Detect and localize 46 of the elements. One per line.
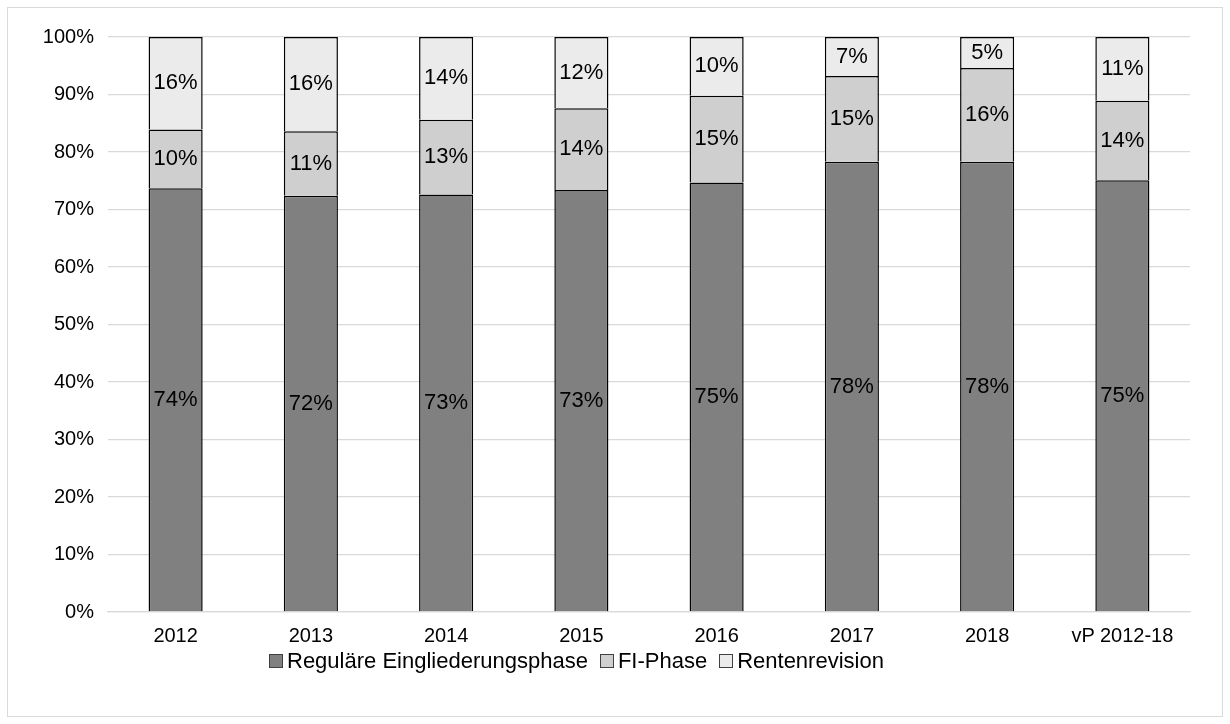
legend-label: Rentenrevision [737,648,884,674]
data-label: 10% [153,144,198,170]
y-tick-label: 30% [53,427,95,450]
data-label: 15% [829,105,874,130]
data-label: 14% [424,64,469,90]
x-tick-label: 2013 [288,623,334,646]
y-tick-label: 50% [53,312,95,335]
x-tick-label: 2014 [423,623,469,646]
data-label: 16% [288,70,333,96]
x-tick-label: 2016 [694,623,739,646]
data-label: 5% [971,38,1004,64]
data-label: 15% [694,125,739,151]
data-label: 72% [288,389,333,415]
data-label: 11% [289,149,333,175]
data-label: 7% [835,42,868,68]
data-label: 75% [1100,381,1145,407]
x-tick-label: vP 2012-18 [1071,623,1174,646]
y-tick-label: 80% [53,139,95,162]
data-label: 16% [153,69,198,95]
data-label: 75% [694,382,739,408]
y-tick-label: 100% [42,24,95,47]
y-tick-label: 10% [53,542,95,565]
y-tick-label: 70% [53,197,95,220]
legend-label: Reguläre Eingliederungsphase [287,648,588,674]
x-tick-label: 2018 [964,623,1010,646]
x-tick-label: 2015 [559,623,604,646]
y-tick-label: 40% [53,369,95,392]
data-label: 10% [694,52,739,78]
data-label: 14% [1100,126,1145,152]
x-tick-label: 2017 [829,623,875,646]
y-tick-label: 90% [53,82,95,105]
y-tick-label: 60% [53,254,95,277]
data-label: 13% [424,143,469,169]
data-label: 16% [965,100,1010,126]
legend-label: FI-Phase [617,648,708,674]
y-tick-label: 0% [65,599,95,622]
data-label: 78% [965,372,1010,398]
x-tick-label: 2012 [153,623,198,646]
data-label: 78% [829,372,874,398]
data-label: 11% [1101,54,1144,80]
data-label: 12% [559,58,604,84]
data-label: 73% [424,389,469,415]
data-label: 74% [153,385,198,411]
y-tick-label: 20% [53,484,95,507]
data-label: 73% [559,386,604,412]
data-label: 14% [559,135,604,161]
